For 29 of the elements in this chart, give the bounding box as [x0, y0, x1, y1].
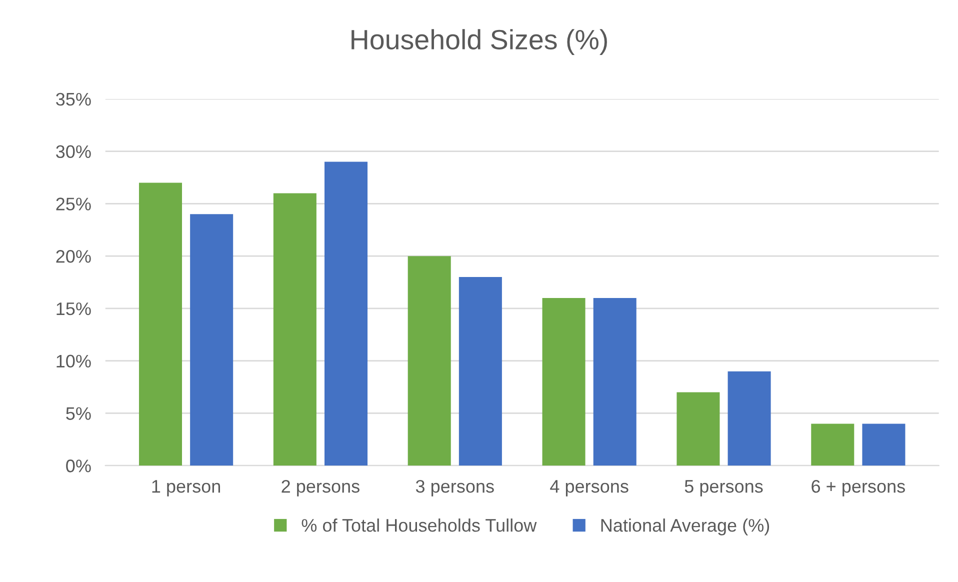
y-tick-label: 15% — [56, 302, 91, 316]
legend-label: National Average (%) — [601, 518, 770, 536]
y-tick-label: 30% — [56, 145, 91, 158]
legend-label: % of Total Households Tullow — [302, 518, 537, 532]
x-tick-label: 1 person — [152, 480, 220, 496]
x-tick-label: 6 + persons — [812, 480, 905, 496]
y-tick-label: 10% — [56, 354, 91, 368]
y-tick-label: 0% — [66, 460, 91, 472]
bar — [458, 277, 502, 466]
bar — [190, 214, 234, 466]
bar — [862, 424, 906, 466]
x-tick-label: 5 persons — [684, 480, 763, 496]
bar — [408, 256, 451, 466]
bar — [728, 371, 771, 466]
bar — [324, 162, 368, 466]
bar — [273, 193, 316, 466]
bar — [811, 424, 854, 466]
x-tick-label: 2 persons — [282, 480, 360, 496]
bar — [593, 298, 636, 466]
chart-title: Household Sizes (%) — [352, 29, 607, 55]
y-tick-label: 20% — [56, 250, 91, 263]
y-tick-label: 5% — [66, 407, 91, 420]
x-tick-label: 4 persons — [550, 480, 628, 496]
x-tick-label: 3 persons — [416, 480, 494, 496]
bar — [138, 182, 182, 466]
y-tick-label: 35% — [56, 92, 91, 106]
y-tick-label: 25% — [56, 198, 91, 210]
bar — [676, 392, 720, 466]
bar — [542, 298, 586, 466]
